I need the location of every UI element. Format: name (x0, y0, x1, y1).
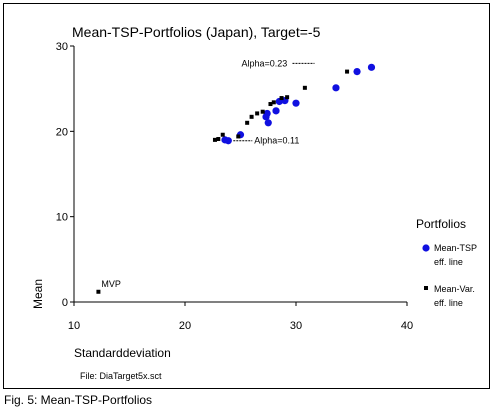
x-tick-label: 10 (68, 320, 80, 332)
legend-entry-mean-tsp-line1: Mean-TSP (434, 243, 477, 253)
data-point-mean-var (302, 85, 307, 90)
data-point-mean-var (260, 109, 265, 114)
x-tick-label: 30 (290, 320, 302, 332)
annotation-mvp: MVP (101, 279, 121, 289)
annotation-alpha-023: Alpha=0.23 (241, 58, 287, 68)
data-point-mean-var (96, 289, 101, 294)
data-point-mean-tsp (353, 68, 361, 76)
figure-caption: Fig. 5: Mean-TSP-Portfolios (4, 393, 153, 407)
data-point-mean-var (220, 132, 225, 137)
data-point-mean-var (212, 137, 217, 142)
chart-frame: Mean-TSP-Portfolios (Japan), Target=-5 1… (3, 3, 490, 389)
scatter-chart: Mean-TSP-Portfolios (Japan), Target=-5 1… (31, 24, 477, 381)
data-point-mean-var (255, 111, 260, 116)
data-point-mean-tsp (292, 99, 300, 107)
data-point-mean-tsp (332, 84, 340, 92)
series-mean-var (96, 69, 350, 294)
data-point-mean-var (216, 137, 221, 142)
x-ticks: 10 20 30 40 (68, 302, 413, 332)
y-ticks: 0 10 20 30 (56, 41, 74, 309)
data-point-mean-var (236, 134, 241, 139)
y-tick-label: 20 (56, 126, 68, 138)
series-mean-tsp (221, 63, 376, 145)
legend-marker-mean-tsp (422, 244, 430, 252)
data-point-mean-var (279, 96, 284, 101)
data-point-mean-var (268, 102, 273, 107)
legend-title: Portfolios (416, 217, 466, 231)
annotations: MVP Alpha=0.11 Alpha=0.23 (101, 58, 315, 289)
data-point-mean-tsp (272, 107, 280, 115)
legend-entry-mean-var-line2: eff. line (434, 298, 463, 308)
legend-entry-mean-var-line1: Mean-Var. (434, 284, 475, 294)
data-point-mean-var (249, 114, 254, 119)
y-axis-label: Mean (31, 279, 45, 309)
legend: Portfolios Mean-TSP eff. line Mean-Var. … (416, 217, 477, 308)
y-tick-label: 0 (62, 297, 68, 309)
legend-entry-mean-tsp-line2: eff. line (434, 257, 463, 267)
chart-title: Mean-TSP-Portfolios (Japan), Target=-5 (72, 24, 321, 40)
x-tick-label: 20 (179, 320, 191, 332)
x-axis-label: Standarddeviation (74, 346, 171, 360)
data-point-mean-var (271, 100, 276, 105)
data-point-mean-tsp (224, 137, 232, 145)
plot-area (73, 46, 407, 303)
y-tick-label: 30 (56, 41, 68, 53)
series-layer (96, 63, 376, 294)
data-point-mean-tsp (263, 109, 271, 118)
file-note: File: DiaTarget5x.sct (80, 371, 162, 381)
data-point-mean-tsp (264, 119, 272, 127)
legend-marker-mean-var (424, 286, 428, 290)
data-point-mean-var (245, 120, 250, 125)
x-tick-label: 40 (401, 320, 413, 332)
data-point-mean-var (285, 95, 290, 100)
annotation-alpha-011: Alpha=0.11 (254, 136, 299, 146)
data-point-mean-var (345, 69, 350, 74)
data-point-mean-tsp (367, 63, 376, 71)
y-tick-label: 10 (56, 212, 68, 224)
